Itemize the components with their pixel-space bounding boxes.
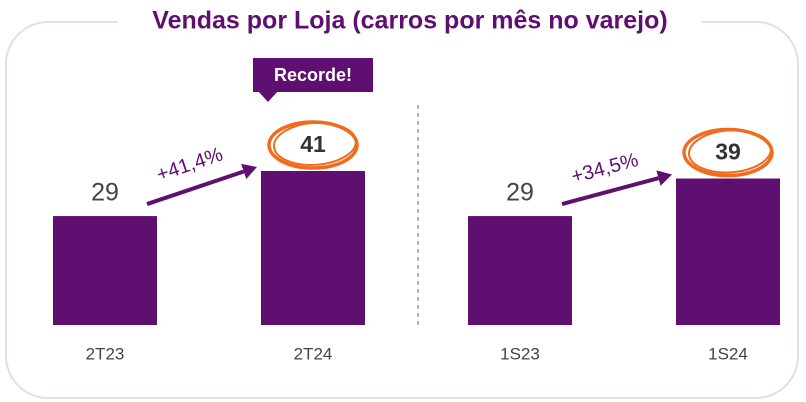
growth-label: +34,5%	[569, 149, 641, 188]
bar	[261, 171, 365, 325]
highlight-circle	[687, 129, 772, 174]
highlight-circle	[272, 121, 357, 167]
x-tick-label: 2T23	[86, 344, 125, 363]
growth-arrow	[561, 176, 659, 207]
value-label: 29	[91, 179, 119, 207]
growth-arrow	[146, 169, 245, 206]
x-tick-label: 1S23	[500, 344, 540, 363]
value-label: 39	[715, 139, 741, 165]
callout-text: Recorde!	[274, 65, 352, 85]
chart-title: Vendas por Loja (carros por mês no varej…	[152, 7, 667, 35]
x-tick-label: 1S24	[708, 344, 748, 363]
x-tick-label: 2T24	[294, 344, 333, 363]
value-label: 41	[300, 131, 326, 157]
bar	[53, 216, 157, 325]
callout-pointer	[258, 91, 278, 102]
value-label: 29	[506, 179, 534, 207]
bar	[676, 178, 780, 325]
title-background	[118, 4, 702, 42]
growth-arrowhead	[656, 170, 672, 186]
bar	[468, 216, 572, 325]
growth-arrowhead	[241, 163, 257, 180]
callout-box	[253, 58, 373, 92]
